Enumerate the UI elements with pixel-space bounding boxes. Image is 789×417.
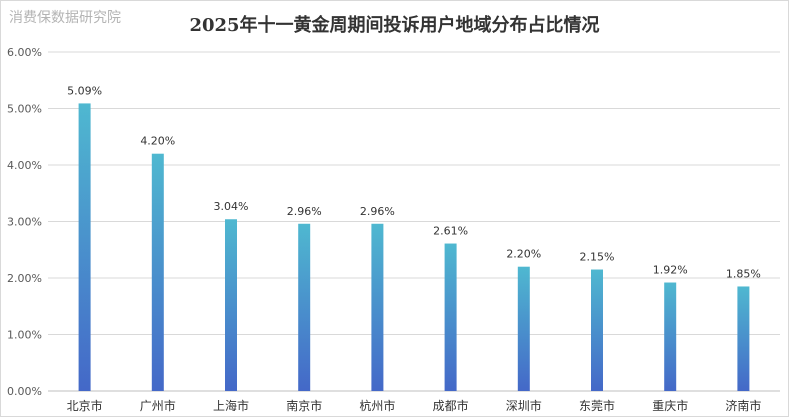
category-label: 上海市 [213,398,249,413]
data-label: 1.85% [726,267,761,280]
data-label: 2.15% [580,251,615,264]
x-axis-categories: 北京市 广州市 上海市 南京市 杭州市 成都市 深圳市 东莞市 重庆市 济南市 [67,398,762,413]
data-label: 2.96% [360,205,395,218]
bar [737,286,750,391]
bar [225,219,237,391]
y-tick-label: 0.00% [7,385,42,398]
category-label: 深圳市 [506,398,542,413]
data-label: 3.04% [214,200,249,213]
y-tick-label: 1.00% [7,329,42,342]
y-tick-label: 2.00% [7,272,42,285]
bar [371,223,384,391]
bar [444,243,457,391]
data-label: 2.96% [287,205,322,218]
data-label: 5.09% [67,84,102,97]
category-label: 成都市 [433,398,469,413]
bars [78,103,750,391]
bar [298,223,311,391]
y-tick-label: 5.00% [7,103,42,116]
data-label: 2.61% [433,225,468,238]
category-label: 南京市 [286,398,322,413]
data-label: 1.92% [653,264,688,277]
category-label: 济南市 [725,398,761,413]
category-label: 重庆市 [652,398,688,413]
y-tick-label: 3.00% [7,216,42,229]
y-tick-label: 6.00% [7,46,42,59]
data-labels: 5.09% 4.20% 3.04% 2.96% 2.96% 2.61% 2.20% 2.15%… [67,84,761,280]
category-label: 北京市 [67,398,103,413]
data-label: 2.20% [506,248,541,261]
y-axis-ticks: 0.00% 1.00% 2.00% 3.00% 4.00% 5.00% 6.00% [7,46,42,398]
bar [517,266,530,391]
category-label: 东莞市 [579,398,615,413]
y-tick-label: 4.00% [7,159,42,172]
watermark: 消费保数据研究院 [9,10,121,26]
category-label: 广州市 [140,398,176,413]
gridlines [48,51,780,392]
bar [591,269,603,391]
bar [664,282,677,391]
bar [151,153,164,391]
chart-title: 2025年十一黄金周期间投诉用户地域分布占比情况 [189,15,600,36]
data-label: 4.20% [140,135,175,148]
category-label: 杭州市 [359,398,395,413]
bar [78,103,91,391]
